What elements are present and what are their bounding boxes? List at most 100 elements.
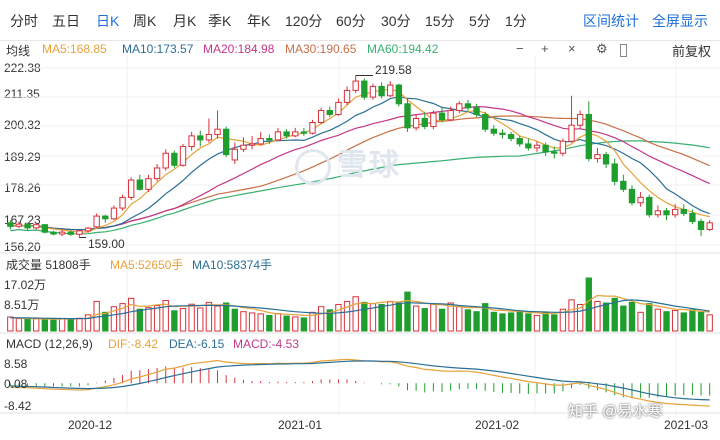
volume-bar (24, 318, 31, 332)
candle-body (292, 131, 299, 137)
candle-body (516, 138, 523, 145)
volume-bar (378, 304, 385, 332)
volume-bar (326, 309, 333, 332)
volume-bar (646, 303, 653, 332)
candle-body (404, 103, 411, 129)
zoom-in-icon[interactable]: + (541, 41, 549, 56)
axis-label: 0.08 (4, 377, 28, 391)
volume-bar (490, 311, 498, 332)
volume-bar (58, 318, 66, 332)
legend-item: MA5:52650手 (110, 258, 184, 272)
candle-body (697, 220, 705, 230)
tab-2[interactable]: 日K (96, 13, 120, 29)
volume-bar (93, 300, 100, 332)
zoom-out-icon[interactable]: − (516, 41, 524, 56)
volume-bar (516, 310, 523, 332)
tab-1[interactable]: 五日 (52, 13, 80, 29)
candle-body (594, 154, 601, 160)
volume-bar (542, 311, 549, 332)
adjust-mode-select[interactable]: 前复权 (672, 44, 712, 59)
candle-body (136, 179, 144, 190)
legend-item: MA10:58374手 (192, 258, 273, 272)
volume-bar (7, 316, 14, 332)
candle-body (602, 154, 610, 165)
volume-bar (447, 302, 454, 332)
volume-bar (395, 302, 403, 332)
candle-body (266, 138, 273, 141)
candle-body (456, 103, 463, 111)
volume-bar (162, 299, 169, 332)
volume-ma5-line (10, 294, 710, 320)
interval-stats-link[interactable]: 区间统计 (583, 13, 639, 29)
candle-body (412, 117, 420, 129)
volume-bar (136, 308, 144, 332)
volume-bar (412, 305, 420, 332)
candle-body (611, 163, 618, 182)
candle-body (482, 113, 489, 130)
volume-bar (387, 300, 394, 332)
tab-0[interactable]: 分时 (10, 13, 38, 29)
volume-bar (335, 304, 342, 332)
close-icon[interactable]: × (568, 41, 576, 56)
volume-bar (110, 306, 118, 332)
tab-3[interactable]: 周K (133, 13, 157, 29)
volume-bar (706, 314, 713, 332)
tab-5[interactable]: 季K (208, 13, 232, 29)
candle-body (525, 143, 532, 149)
candle-body (447, 109, 454, 121)
tab-11[interactable]: 5分 (469, 13, 491, 29)
candle-body (568, 124, 575, 142)
volume-bar (456, 306, 463, 332)
volume-bar (533, 314, 541, 332)
macd-legend-label: MACD (12,26,9) (6, 337, 93, 351)
candle-body (257, 138, 264, 145)
fullscreen-link[interactable]: 全屏显示 (652, 13, 708, 29)
volume-bar (697, 311, 705, 332)
candle-body (153, 167, 161, 180)
candle-body (499, 132, 506, 136)
tab-12[interactable]: 1分 (505, 13, 527, 29)
candle-body (559, 140, 567, 154)
volume-bar (438, 308, 446, 332)
volume-bar (317, 306, 325, 332)
volume-bar (464, 309, 472, 332)
tab-9[interactable]: 30分 (381, 13, 411, 29)
candle-body (473, 107, 480, 115)
volume-bar (145, 307, 152, 332)
axis-label: 8.51万 (4, 298, 40, 312)
candle-body (188, 135, 195, 148)
candle-body (576, 113, 584, 126)
volume-bar (205, 301, 213, 332)
credit-watermark: 知乎 @易水寒 (568, 403, 663, 420)
candle-body (542, 144, 549, 153)
volume-bar (119, 303, 126, 332)
candle-body (706, 222, 713, 230)
volume-bar (361, 301, 368, 332)
date-label: 2020-12 (68, 418, 113, 432)
main-legend-label: 均线 (6, 44, 31, 58)
candle-body (162, 152, 169, 169)
volume-bar (214, 305, 221, 332)
volume-bar (128, 297, 135, 332)
tab-8[interactable]: 60分 (336, 13, 366, 29)
tab-10[interactable]: 15分 (425, 13, 455, 29)
pin-icon[interactable] (620, 44, 627, 57)
volume-bar (240, 311, 247, 332)
tab-4[interactable]: 月K (173, 13, 197, 29)
volume-bar (602, 302, 610, 332)
date-label: 2021-03 (664, 418, 709, 432)
candle-body (680, 208, 687, 214)
candle-body (205, 134, 213, 141)
tab-6[interactable]: 年K (247, 13, 271, 29)
tab-7[interactable]: 120分 (285, 13, 323, 29)
candle-body (76, 230, 83, 235)
volume-bar (620, 305, 627, 332)
volume-legend-label: 成交量 51808手 (6, 258, 91, 272)
candle-body (197, 135, 204, 141)
settings-icon[interactable]: ⚙ (596, 41, 608, 56)
volume-bar (671, 309, 679, 332)
volume-bar (551, 314, 558, 332)
volume-bar (15, 318, 23, 332)
axis-label: 167.23 (4, 213, 41, 227)
